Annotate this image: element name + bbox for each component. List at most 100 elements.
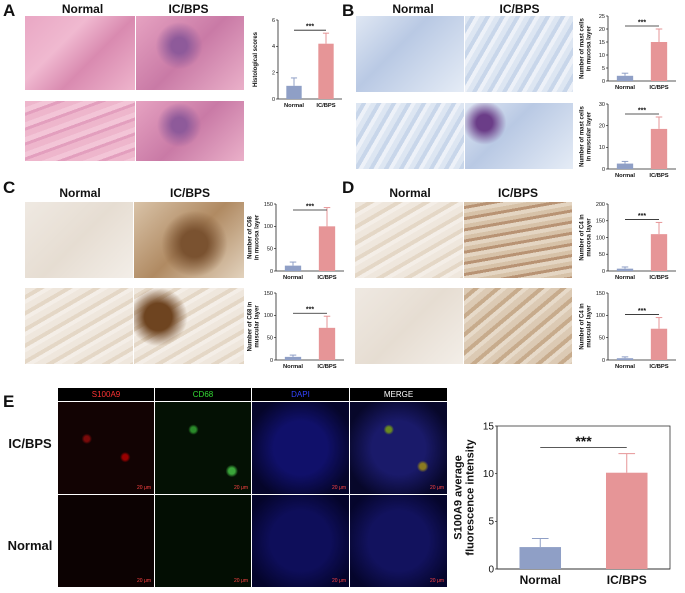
y-axis-label: Number of C68 (248, 216, 254, 259)
column-header-icbps: IC/BPS (168, 2, 209, 16)
chart-d-muscle: Number of C4 in muscular layer 0 50 100 150 No… (580, 291, 676, 370)
bar-icbps (318, 43, 334, 99)
x-tick-label: IC/BPS (317, 275, 336, 281)
bar-icbps (318, 226, 336, 271)
y-axis-label: Number of C68 in (248, 301, 254, 351)
x-tick-label: IC/BPS (649, 85, 668, 91)
row-label-normal: Normal (7, 538, 53, 553)
bar-icbps (318, 327, 336, 360)
bar-normal (616, 75, 634, 81)
y-tick-label: 50 (267, 336, 273, 342)
significance-label: *** (638, 108, 646, 115)
y-tick-label: 0 (602, 167, 605, 173)
significance-label: *** (306, 204, 314, 211)
fluorescence-normal-cd68: 20 μm (155, 495, 251, 587)
y-axis-label: muscular layer (587, 305, 593, 348)
y-axis-label: fluorescence intensity (465, 439, 477, 556)
bar-icbps (650, 128, 668, 169)
bar-icbps (650, 328, 668, 360)
column-header-icbps: IC/BPS (497, 186, 538, 200)
bar-normal (616, 268, 634, 271)
y-axis-label-group: Number of mast cells in mucosa layer (580, 17, 593, 78)
micrograph-b-icbps-mucosa (465, 16, 573, 92)
x-tick-label: Normal (615, 275, 635, 281)
y-tick-label: 0 (602, 269, 605, 275)
micrograph-d-icbps-mucosa (464, 202, 572, 278)
channel-header-dapi: DAPI (252, 388, 349, 401)
y-tick-label: 150 (264, 291, 273, 297)
channel-header-cd68: CD68 (155, 388, 251, 401)
significance-label: *** (306, 307, 314, 314)
y-tick-label: 5 (602, 66, 605, 72)
fluorescence-normal-s100a9: 20 μm (58, 495, 154, 587)
y-axis-label-group: S100A9 average fluorescence intensity (453, 439, 477, 556)
y-axis-label-group: Number of C68 in mucosa layer (248, 214, 261, 260)
scalebar-label: 20 μm (332, 485, 346, 491)
y-tick-label: 15 (599, 40, 605, 46)
y-tick-label: 0 (602, 79, 605, 85)
y-tick-label: 100 (264, 313, 273, 319)
y-tick-label: 0 (270, 358, 273, 364)
y-tick-label: 200 (596, 202, 605, 208)
y-axis-label: Number of mast cells (580, 17, 586, 78)
bar-normal (616, 163, 634, 169)
x-tick-label: IC/BPS (649, 173, 668, 179)
y-tick-label: 0 (270, 269, 273, 275)
micrograph-b-normal-muscle (356, 103, 464, 169)
chart-a: Histological scores 0 2 4 6 Normal IC/BPS *** (253, 18, 342, 109)
chart-c-muscle: Number of C68 in muscular layer 0 50 100 150 N… (248, 291, 344, 370)
bar-normal (519, 547, 562, 569)
significance-label: *** (638, 308, 646, 315)
y-axis-label: Number of mast cells (580, 105, 586, 166)
micrograph-c-icbps-muscle (134, 288, 244, 364)
y-tick-label: 5 (488, 517, 494, 528)
y-tick-label: 25 (599, 14, 605, 20)
y-tick-label: 100 (596, 313, 605, 319)
column-header-normal: Normal (389, 186, 431, 200)
y-axis-label-group: Number of C68 in muscular layer (248, 301, 261, 351)
x-tick-label: IC/BPS (607, 573, 647, 587)
scalebar-label: 20 μm (430, 578, 444, 584)
panel-label-b: B (342, 1, 355, 20)
bar-icbps (650, 42, 668, 81)
bar-normal (284, 265, 302, 271)
significance-label: *** (638, 213, 646, 220)
panel-label-e: E (3, 392, 15, 411)
y-tick-label: 50 (599, 252, 605, 258)
micrograph-c-normal-muscle (25, 288, 133, 364)
x-tick-label: Normal (520, 573, 561, 587)
y-tick-label: 150 (596, 219, 605, 225)
micrograph-c-icbps-mucosa (134, 202, 244, 278)
micrograph-b-icbps-muscle (465, 103, 573, 169)
micrograph-a-icbps-muscle (136, 101, 244, 161)
fluorescence-icbps-s100a9: 20 μm (58, 402, 154, 494)
y-tick-label: 10 (599, 53, 605, 59)
column-header-normal: Normal (61, 2, 104, 16)
y-tick-label: 6 (272, 18, 275, 24)
micrograph-c-normal-mucosa (25, 202, 133, 278)
fluorescence-normal-merge: 20 μm (350, 495, 447, 587)
y-tick-label: 50 (267, 247, 273, 253)
y-tick-label: 0 (602, 358, 605, 364)
y-axis-label: Number of C4 in (580, 214, 586, 261)
scalebar-label: 20 μm (137, 485, 151, 491)
chart-d-mucosa: Number of C4 in mucosa layer050100150200N… (580, 202, 676, 281)
y-axis-label-group: Histological scores (253, 31, 259, 87)
chart-c-mucosa: Number of C68 in mucosa layer 0 50 100 150 Nor… (248, 202, 344, 281)
chart-e: S100A9 average fluorescence intensity 0 5 10… (453, 421, 671, 587)
y-tick-label: 20 (599, 27, 605, 33)
y-tick-label: 10 (483, 469, 495, 480)
x-tick-label: IC/BPS (649, 275, 668, 281)
y-tick-label: 0 (272, 97, 275, 103)
x-tick-label: Normal (283, 275, 303, 281)
y-axis-label-group: Number of C4 in muscular layer (580, 303, 593, 350)
x-tick-label: Normal (615, 173, 635, 179)
fluorescence-icbps-merge: 20 μm (350, 402, 447, 494)
y-tick-label: 4 (272, 44, 275, 50)
y-tick-label: 20 (599, 124, 605, 130)
y-axis-label: Histological scores (253, 31, 259, 87)
x-tick-label: Normal (283, 364, 303, 370)
channel-header-merge: MERGE (350, 388, 447, 401)
fluorescence-normal-dapi: 20 μm (252, 495, 349, 587)
y-tick-label: 10 (599, 145, 605, 151)
